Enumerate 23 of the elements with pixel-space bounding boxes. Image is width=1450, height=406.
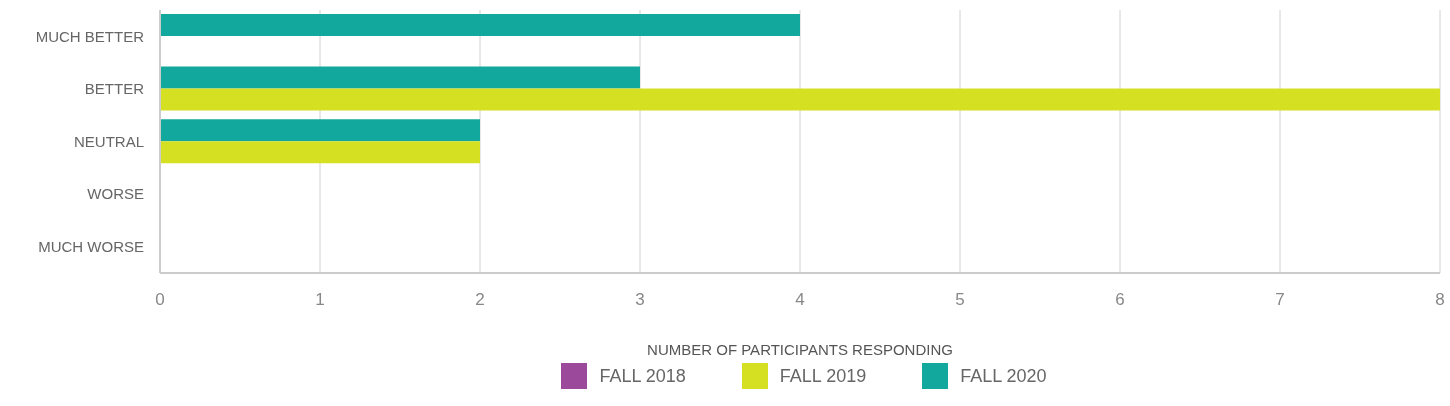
bar	[160, 141, 480, 164]
x-tick-label: 4	[795, 290, 805, 310]
bar	[160, 66, 640, 89]
y-tick-label: MUCH BETTER	[35, 27, 145, 45]
x-tick-label: 6	[1115, 290, 1125, 310]
y-tick-label: WORSE	[87, 185, 144, 203]
y-tick-label: NEUTRAL	[73, 132, 144, 150]
x-tick-label: 3	[635, 290, 645, 310]
legend-label: FALL 2019	[779, 365, 867, 387]
bar	[160, 14, 800, 36]
legend-label: FALL 2020	[960, 365, 1047, 387]
y-tick-label: BETTER	[84, 80, 145, 98]
x-tick-label: 8	[1435, 290, 1445, 310]
y-tick-label: MUCH WORSE	[38, 238, 144, 256]
x-tick-label: 0	[155, 290, 165, 310]
x-tick-label: 7	[1275, 290, 1285, 310]
bar	[160, 88, 1440, 111]
x-tick-label: 2	[475, 290, 485, 310]
legend-label: FALL 2018	[599, 365, 686, 387]
x-tick-label: 5	[955, 290, 965, 310]
x-axis-title: NUMBER OF PARTICIPANTS RESPONDING	[647, 341, 953, 358]
bar	[160, 119, 480, 142]
x-tick-label: 1	[315, 290, 325, 310]
